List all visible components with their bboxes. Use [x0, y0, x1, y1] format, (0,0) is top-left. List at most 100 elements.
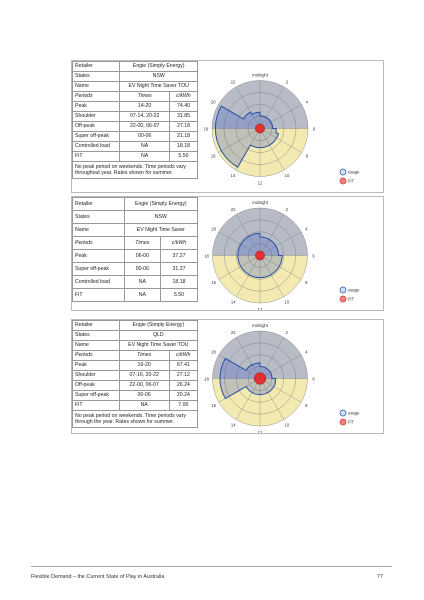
hour-label: 10: [284, 300, 289, 305]
hour-label: 12: [258, 430, 263, 433]
grid-spoke: [259, 354, 302, 379]
rate-cell: 7.00: [168, 400, 199, 411]
rate-cell: 26.24: [168, 380, 199, 391]
legend-usage-label: usage: [348, 288, 360, 293]
time-cell: 06-00: [123, 249, 161, 263]
hour-label: 16: [211, 403, 216, 408]
hour-label: 16: [211, 153, 216, 158]
retailer-value: Engie (Simply Energy): [119, 61, 198, 72]
time-cell: NA: [119, 151, 170, 162]
period-cell: FiT: [72, 400, 120, 411]
retailer-label: Retailer: [71, 61, 121, 72]
rate-cell: 27.18: [168, 121, 199, 132]
hour-label: 14: [231, 423, 236, 428]
hour-label: 12: [258, 180, 263, 185]
fit-marker: [253, 372, 267, 385]
grid-spoke: [259, 128, 285, 171]
hour-label: 4: [306, 99, 309, 104]
table-row: Peak 16-20 67.41: [72, 360, 199, 371]
table-row: Controlled load NA 18.18: [71, 141, 199, 152]
col-head-periods: Periods: [72, 350, 120, 361]
rate-cell: 5.50: [159, 288, 199, 302]
period-cell: Super off-peak: [71, 131, 121, 142]
time-cell: 07-14, 20-22: [119, 111, 170, 122]
rate-cell: 21.18: [168, 131, 199, 142]
rate-cell: 20.24: [168, 390, 199, 401]
period-cell: FiT: [71, 151, 121, 162]
period-cell: Off-peak: [71, 121, 121, 132]
period-cell: Controlled load: [72, 275, 125, 289]
hour-label: 16: [211, 280, 216, 285]
hour-label: 4: [305, 350, 308, 355]
states-value: NSW: [123, 210, 199, 224]
grid-spoke: [236, 378, 261, 420]
hour-label: 10: [284, 423, 289, 428]
name-label: Name: [71, 81, 121, 92]
time-cell: 22-00, 06-07: [118, 380, 170, 391]
col-head-rate: c/kWh: [168, 350, 199, 361]
tariff-table: Retailer Engie (Simply Energy) States NSW …: [72, 197, 199, 302]
col-head-periods: Periods: [71, 91, 121, 102]
table-row: Shoulder 07-14, 20-22 31.85: [71, 111, 199, 122]
states-label: States: [72, 210, 125, 224]
name-value: EV Night Time Saver: [123, 223, 199, 237]
hour-label: 22: [231, 207, 236, 212]
grid-spoke: [236, 337, 261, 379]
rate-cell: 18.18: [159, 275, 199, 289]
hour-label: 2: [286, 207, 289, 212]
hour-label: 18: [204, 376, 209, 381]
period-cell: Peak: [72, 249, 125, 263]
col-head-times: Times: [123, 236, 161, 250]
grid-spoke: [259, 255, 284, 297]
hour-label: 8: [305, 280, 308, 285]
retailer-value: Engie (Simply Energy): [118, 320, 199, 331]
grid-spoke: [218, 231, 261, 256]
usage-series: [214, 105, 280, 168]
hour-label: 2: [286, 330, 289, 335]
hour-label: 6: [312, 253, 315, 258]
grid-spoke: [259, 337, 284, 379]
name-value: EV Night Time Saver TOU: [118, 340, 199, 351]
legend-usage-swatch: [339, 409, 347, 417]
tariff-table: Retailer Engie (Simply Energy) States QLD …: [72, 320, 199, 428]
period-cell: Peak: [72, 360, 120, 371]
period-cell: Shoulder: [71, 111, 121, 122]
hour-label: 2: [286, 80, 289, 85]
grid-spoke: [235, 86, 261, 129]
polar-usage-chart: midnight 2 4 6 8 10 12 14 16 18 20 22 usage FiT: [204, 72, 360, 185]
col-head-times: Times: [118, 350, 170, 361]
name-label: Name: [72, 223, 125, 237]
grid-spoke: [259, 255, 302, 280]
legend-usage-label: usage: [348, 170, 360, 175]
grid-spoke: [259, 104, 302, 129]
col-head-times: Times: [119, 91, 170, 102]
states-label: States: [71, 71, 121, 82]
rate-cell: 67.41: [168, 360, 199, 371]
hour-label: 22: [231, 80, 236, 85]
time-cell: 00-06: [123, 262, 161, 276]
grid-spoke: [259, 378, 302, 403]
table-note: No peak period on weekends. Time periods…: [72, 161, 198, 179]
hour-label: 4: [305, 227, 308, 232]
hour-label: 12: [258, 307, 263, 310]
legend-fit-label: FiT: [348, 297, 354, 302]
footer-divider: [31, 566, 392, 567]
hour-label: 22: [231, 330, 236, 335]
grid-spoke: [259, 86, 285, 129]
table-row: Shoulder 07-16, 20-22 27.12: [72, 370, 199, 381]
hour-label: midnight: [252, 323, 269, 328]
hour-label: 18: [204, 253, 209, 258]
polar-usage-chart: midnight 2 4 6 8 10 12 14 16 18 20 22 usage FiT: [204, 200, 360, 310]
table-row: Controlled load NA 18.18: [72, 275, 199, 289]
table-row: FiT NA 7.00: [72, 400, 199, 411]
legend-usage-label: usage: [348, 411, 360, 416]
time-cell: 16-20: [118, 360, 170, 371]
hour-label: 20: [211, 227, 216, 232]
retailer-value: Engie (Simply Energy): [123, 197, 199, 211]
period-cell: Off-peak: [72, 380, 120, 391]
rate-cell: 18.18: [168, 141, 199, 152]
time-cell: NA: [123, 275, 161, 289]
retailer-label: Retailer: [72, 320, 120, 331]
period-cell: Controlled load: [71, 141, 121, 152]
period-cell: Shoulder: [72, 370, 120, 381]
